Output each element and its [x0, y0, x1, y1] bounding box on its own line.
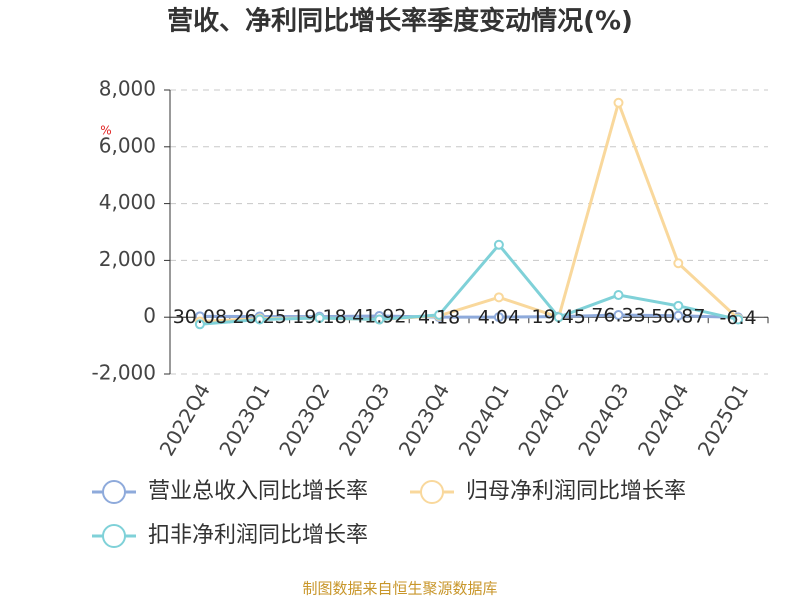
- data-label: 26.25: [232, 306, 286, 328]
- data-point: [434, 309, 445, 320]
- y-tick-label: 2,000: [99, 247, 156, 271]
- data-point: [493, 239, 504, 250]
- data-point: [553, 312, 564, 323]
- data-label: 76.33: [591, 305, 645, 327]
- y-tick-label: 6,000: [99, 133, 156, 157]
- data-label: -6.4: [720, 307, 757, 329]
- x-tick-label: 2024Q2: [513, 379, 573, 460]
- data-label: 41.92: [352, 306, 406, 328]
- data-point: [673, 300, 684, 311]
- legend-item: 归母净利润同比增长率: [410, 479, 686, 504]
- legend-label: 扣非净利润同比增长率: [148, 523, 368, 548]
- x-tick-label: 2023Q1: [214, 379, 274, 460]
- data-label: 4.18: [418, 307, 460, 329]
- data-label: 4.04: [478, 307, 520, 329]
- data-point: [194, 319, 205, 330]
- data-point: [733, 314, 744, 325]
- data-point: [673, 258, 684, 269]
- data-label: 19.45: [531, 306, 585, 328]
- data-point: [673, 310, 684, 321]
- x-tick-label: 2025Q1: [693, 379, 753, 460]
- series-line: [199, 313, 739, 319]
- data-point: [493, 312, 504, 323]
- y-unit: %: [100, 124, 111, 138]
- data-point: [374, 314, 385, 325]
- y-tick-label: -2,000: [92, 361, 156, 385]
- data-point: [613, 290, 624, 301]
- x-tick-label: 2024Q4: [633, 379, 693, 460]
- data-label: 50.87: [651, 305, 705, 327]
- legend-marker: [420, 480, 444, 504]
- series-line: [199, 97, 740, 323]
- x-tick-label: 2023Q2: [274, 379, 334, 460]
- series-line: [199, 242, 739, 326]
- legend-marker: [102, 480, 126, 504]
- data-point: [613, 97, 624, 108]
- legend-label: 营业总收入同比增长率: [148, 479, 368, 504]
- x-tick-label: 2022Q4: [155, 379, 215, 460]
- data-point: [493, 292, 504, 303]
- legend-item: 扣非净利润同比增长率: [92, 523, 368, 548]
- data-point: [314, 313, 325, 324]
- x-tick-label: 2023Q3: [334, 379, 394, 460]
- data-label: 30.08: [173, 306, 227, 328]
- y-tick-label: 8,000: [99, 77, 156, 101]
- x-tick-label: 2023Q4: [394, 379, 454, 460]
- y-tick-label: 0: [143, 304, 156, 328]
- source-note: 制图数据来自恒生聚源数据库: [302, 580, 497, 598]
- x-tick-label: 2024Q1: [454, 379, 514, 460]
- legend-item: 营业总收入同比增长率: [92, 479, 368, 504]
- y-tick-label: 4,000: [99, 190, 156, 214]
- x-tick-label: 2024Q3: [573, 379, 633, 460]
- legend-marker: [102, 524, 126, 548]
- legend-label: 归母净利润同比增长率: [466, 479, 686, 504]
- data-point: [613, 310, 624, 321]
- data-label: 19.18: [292, 306, 346, 328]
- chart-title: 营收、净利同比增长率季度变动情况(%): [167, 6, 633, 37]
- data-point: [254, 314, 265, 325]
